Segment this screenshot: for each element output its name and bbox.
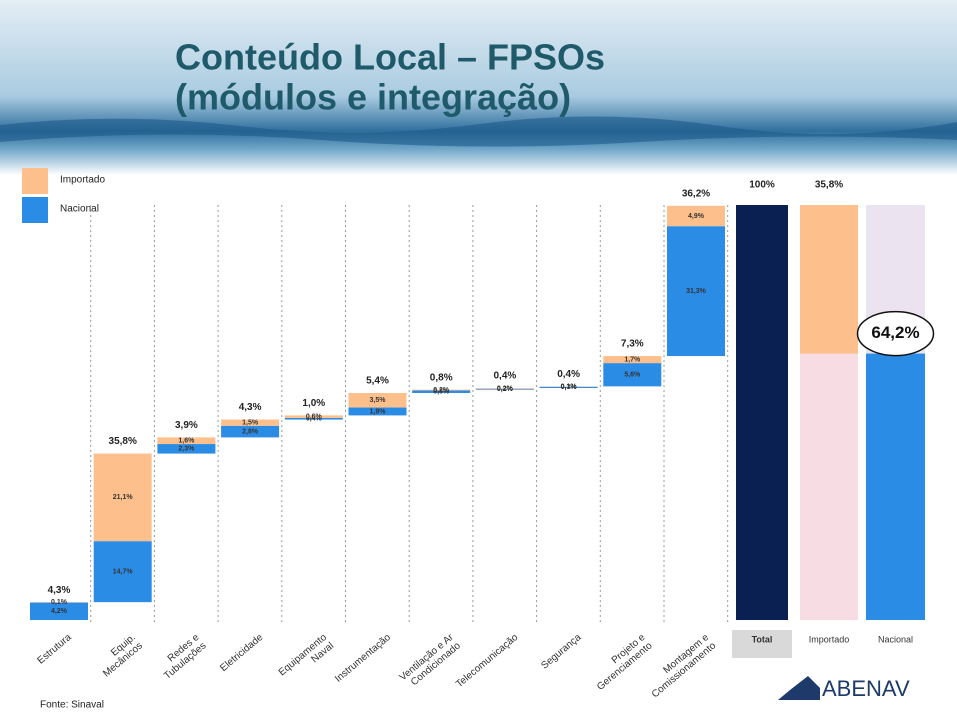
bar-segment [157,444,216,454]
value-label: 0,6% [433,389,450,396]
value-label: 0,6% [306,413,323,420]
logo: ABENAV [822,676,910,701]
value-label: 0,1% [51,599,68,606]
value-label: 5,6% [624,372,641,379]
total-label: 7,3% [621,339,644,350]
summary-label: 100% [749,180,775,191]
value-label: 1,7% [624,356,641,363]
summary-category: Nacional [878,634,913,644]
total-label: 36,2% [682,188,710,199]
title: Conteúdo Local – FPSOs [175,37,605,78]
bar-segment [603,356,662,364]
summary-label: 64,2% [871,323,919,342]
bar-segment [284,417,343,420]
total-label: 0,4% [557,369,580,380]
summary-bar [800,205,858,354]
value-label: 3,5% [370,397,387,404]
summary-bar [736,205,788,620]
legend-swatch [22,168,48,194]
bar-segment [667,226,725,357]
total-label: 35,8% [109,436,137,447]
highlight-ellipse [856,310,935,357]
bar-segment [93,453,152,542]
bar-segment [348,392,407,408]
total-label: 0,8% [430,372,453,383]
label-box [732,630,792,658]
subtitle: (módulos e integração) [175,77,571,118]
value-label: 0,4% [306,416,323,423]
bar-segment [30,602,88,620]
legend-label: Importado [60,175,105,186]
legend-swatch [22,197,48,223]
value-label: 0,3% [561,384,578,391]
summary-category: Importado [809,634,850,644]
source: Fonte: Sinaval [40,700,104,711]
total-label: 0,4% [494,371,517,382]
wave [0,116,957,147]
total-label: 4,3% [239,402,262,413]
total-label: 4,3% [48,585,71,596]
summary-category: Total [752,634,773,644]
bar-segment [221,419,280,426]
bar-segment [221,425,280,438]
bar-segment [348,407,407,416]
bar-segment [412,390,471,393]
total-label: 3,9% [175,420,198,431]
legend-label: Nacional [60,204,99,215]
total-label: 5,4% [366,376,389,387]
bar-segment [539,386,598,389]
value-label: 21,1% [113,494,134,501]
bar-segment [284,415,343,418]
value-label: 0,2% [497,386,514,393]
value-label: 1,5% [242,420,259,427]
value-label: 2,3% [178,446,195,453]
logo-icon [778,676,820,700]
value-label: 4,9% [688,213,705,220]
bar-segment [475,388,534,390]
summary-bar [866,353,925,620]
value-label: 0,2% [433,387,450,394]
bar-segment [412,389,471,391]
bar-segment [667,205,725,227]
summary-label: 35,8% [815,180,843,191]
value-label: 0,2% [497,385,514,392]
bar-segment [157,437,216,445]
bar-segment [603,363,662,387]
value-label: 14,7% [113,568,134,575]
value-label: 4,2% [51,608,68,615]
value-label: 31,3% [686,288,707,295]
value-label: 2,8% [242,428,259,435]
total-label: 1,0% [302,398,325,409]
value-label: 0,1% [561,383,578,390]
bar-segment [93,541,152,603]
bar-segment [475,388,534,389]
value-label: 1,6% [178,438,195,445]
value-label: 1,9% [370,408,387,415]
